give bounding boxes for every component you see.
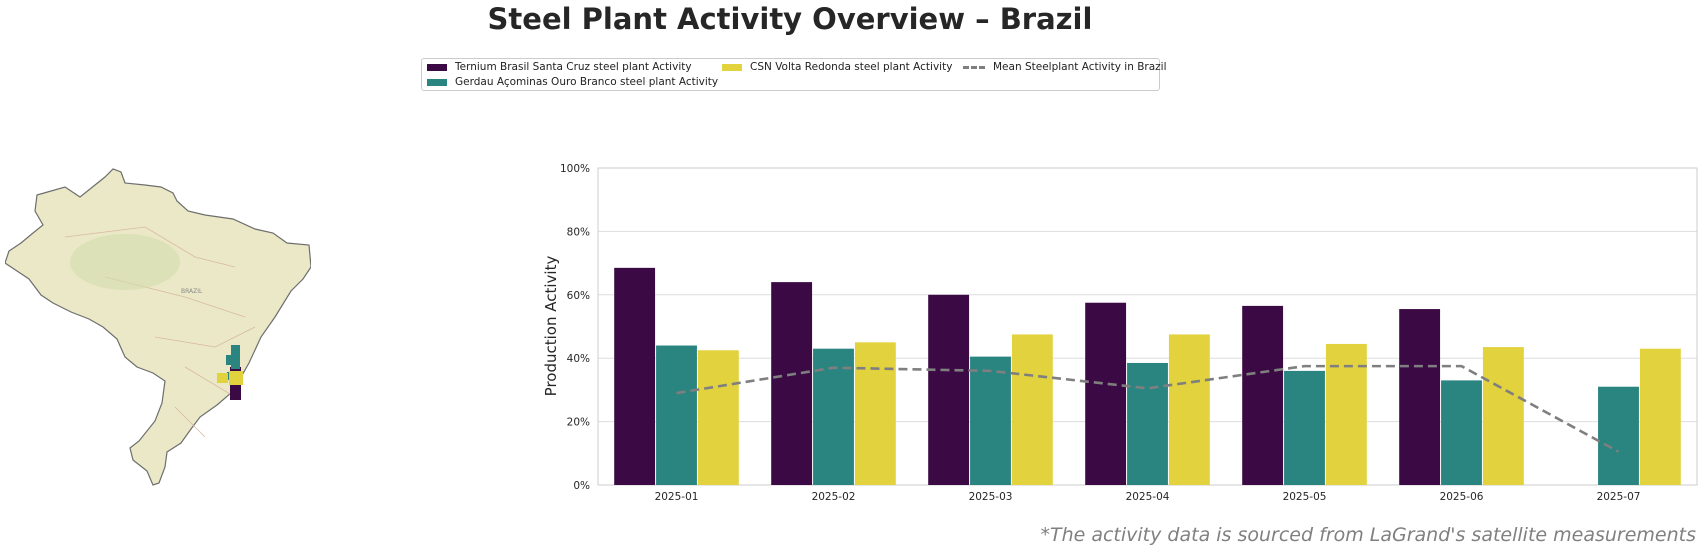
legend-swatch-ternium (427, 63, 447, 71)
map-marker-csn-icon (217, 373, 228, 383)
legend-label-mean: Mean Steelplant Activity in Brazil (993, 61, 1167, 73)
y-tick-label: 80% (567, 226, 590, 238)
legend-swatch-csn (722, 63, 742, 71)
legend-dash-mean (963, 65, 985, 69)
bar (1168, 334, 1210, 485)
chart-title: Steel Plant Activity Overview – Brazil (487, 2, 1093, 36)
x-tick-label: 2025-07 (1597, 491, 1641, 503)
x-tick-label: 2025-02 (812, 491, 856, 503)
bar (697, 350, 739, 485)
bar (1011, 334, 1053, 485)
mean-activity-line (676, 364, 1620, 453)
brazil-map: BRAZIL (5, 167, 311, 487)
bar (1127, 362, 1168, 485)
map-roads (64, 226, 256, 438)
legend-label-ternium: Ternium Brasil Santa Cruz steel plant Ac… (455, 61, 692, 73)
x-tick-label: 2025-01 (655, 491, 699, 503)
bar (1482, 347, 1524, 485)
legend-label-csn: CSN Volta Redonda steel plant Activity (750, 61, 953, 73)
map-marker-gerdau-plant (231, 345, 240, 369)
y-tick-label: 60% (567, 290, 590, 302)
map-marker-gerdau-icon (226, 355, 233, 365)
bar (854, 342, 896, 485)
legend-swatch-gerdau (427, 78, 447, 86)
y-tick-labels: 0% 20% 40% 60% 80% 100% (560, 163, 590, 492)
bar (1284, 370, 1325, 485)
chart-legend: Ternium Brasil Santa Cruz steel plant Ac… (421, 58, 1167, 91)
bar (1598, 386, 1639, 485)
x-tick-label: 2025-04 (1126, 491, 1170, 503)
bar (1441, 380, 1482, 485)
bar (614, 267, 656, 485)
x-tick-label: 2025-05 (1283, 491, 1327, 503)
legend-item-ternium: Ternium Brasil Santa Cruz steel plant Ac… (427, 61, 692, 73)
y-tick-label: 40% (567, 353, 590, 365)
bar (970, 356, 1011, 485)
x-tick-labels: 2025-01 2025-02 2025-03 2025-04 2025-05 2025-… (655, 491, 1641, 503)
legend-item-gerdau: Gerdau Açominas Ouro Branco steel plant … (427, 76, 718, 88)
legend-label-gerdau: Gerdau Açominas Ouro Branco steel plant … (455, 76, 719, 88)
map-forest-area (70, 234, 180, 290)
bar (656, 345, 697, 485)
map-country-label: BRAZIL (181, 288, 203, 295)
y-tick-label: 0% (573, 480, 590, 492)
bar (1399, 309, 1441, 485)
y-tick-label: 20% (567, 417, 590, 429)
bar (771, 282, 813, 485)
x-tick-label: 2025-03 (969, 491, 1013, 503)
map-marker-csn (229, 371, 243, 385)
bar-series (614, 267, 1681, 485)
bar (1639, 348, 1681, 485)
y-tick-label: 100% (560, 163, 590, 175)
bar (928, 294, 970, 485)
bar (813, 348, 854, 485)
bar (1085, 302, 1127, 485)
bar (1242, 305, 1284, 485)
source-note: *The activity data is sourced from LaGra… (1040, 524, 1696, 546)
bar (1325, 343, 1367, 485)
x-tick-label: 2025-06 (1440, 491, 1484, 503)
legend-item-mean: Mean Steelplant Activity in Brazil (963, 61, 1167, 73)
y-axis-label: Production Activity (542, 256, 560, 397)
legend-item-csn: CSN Volta Redonda steel plant Activity (722, 61, 952, 73)
